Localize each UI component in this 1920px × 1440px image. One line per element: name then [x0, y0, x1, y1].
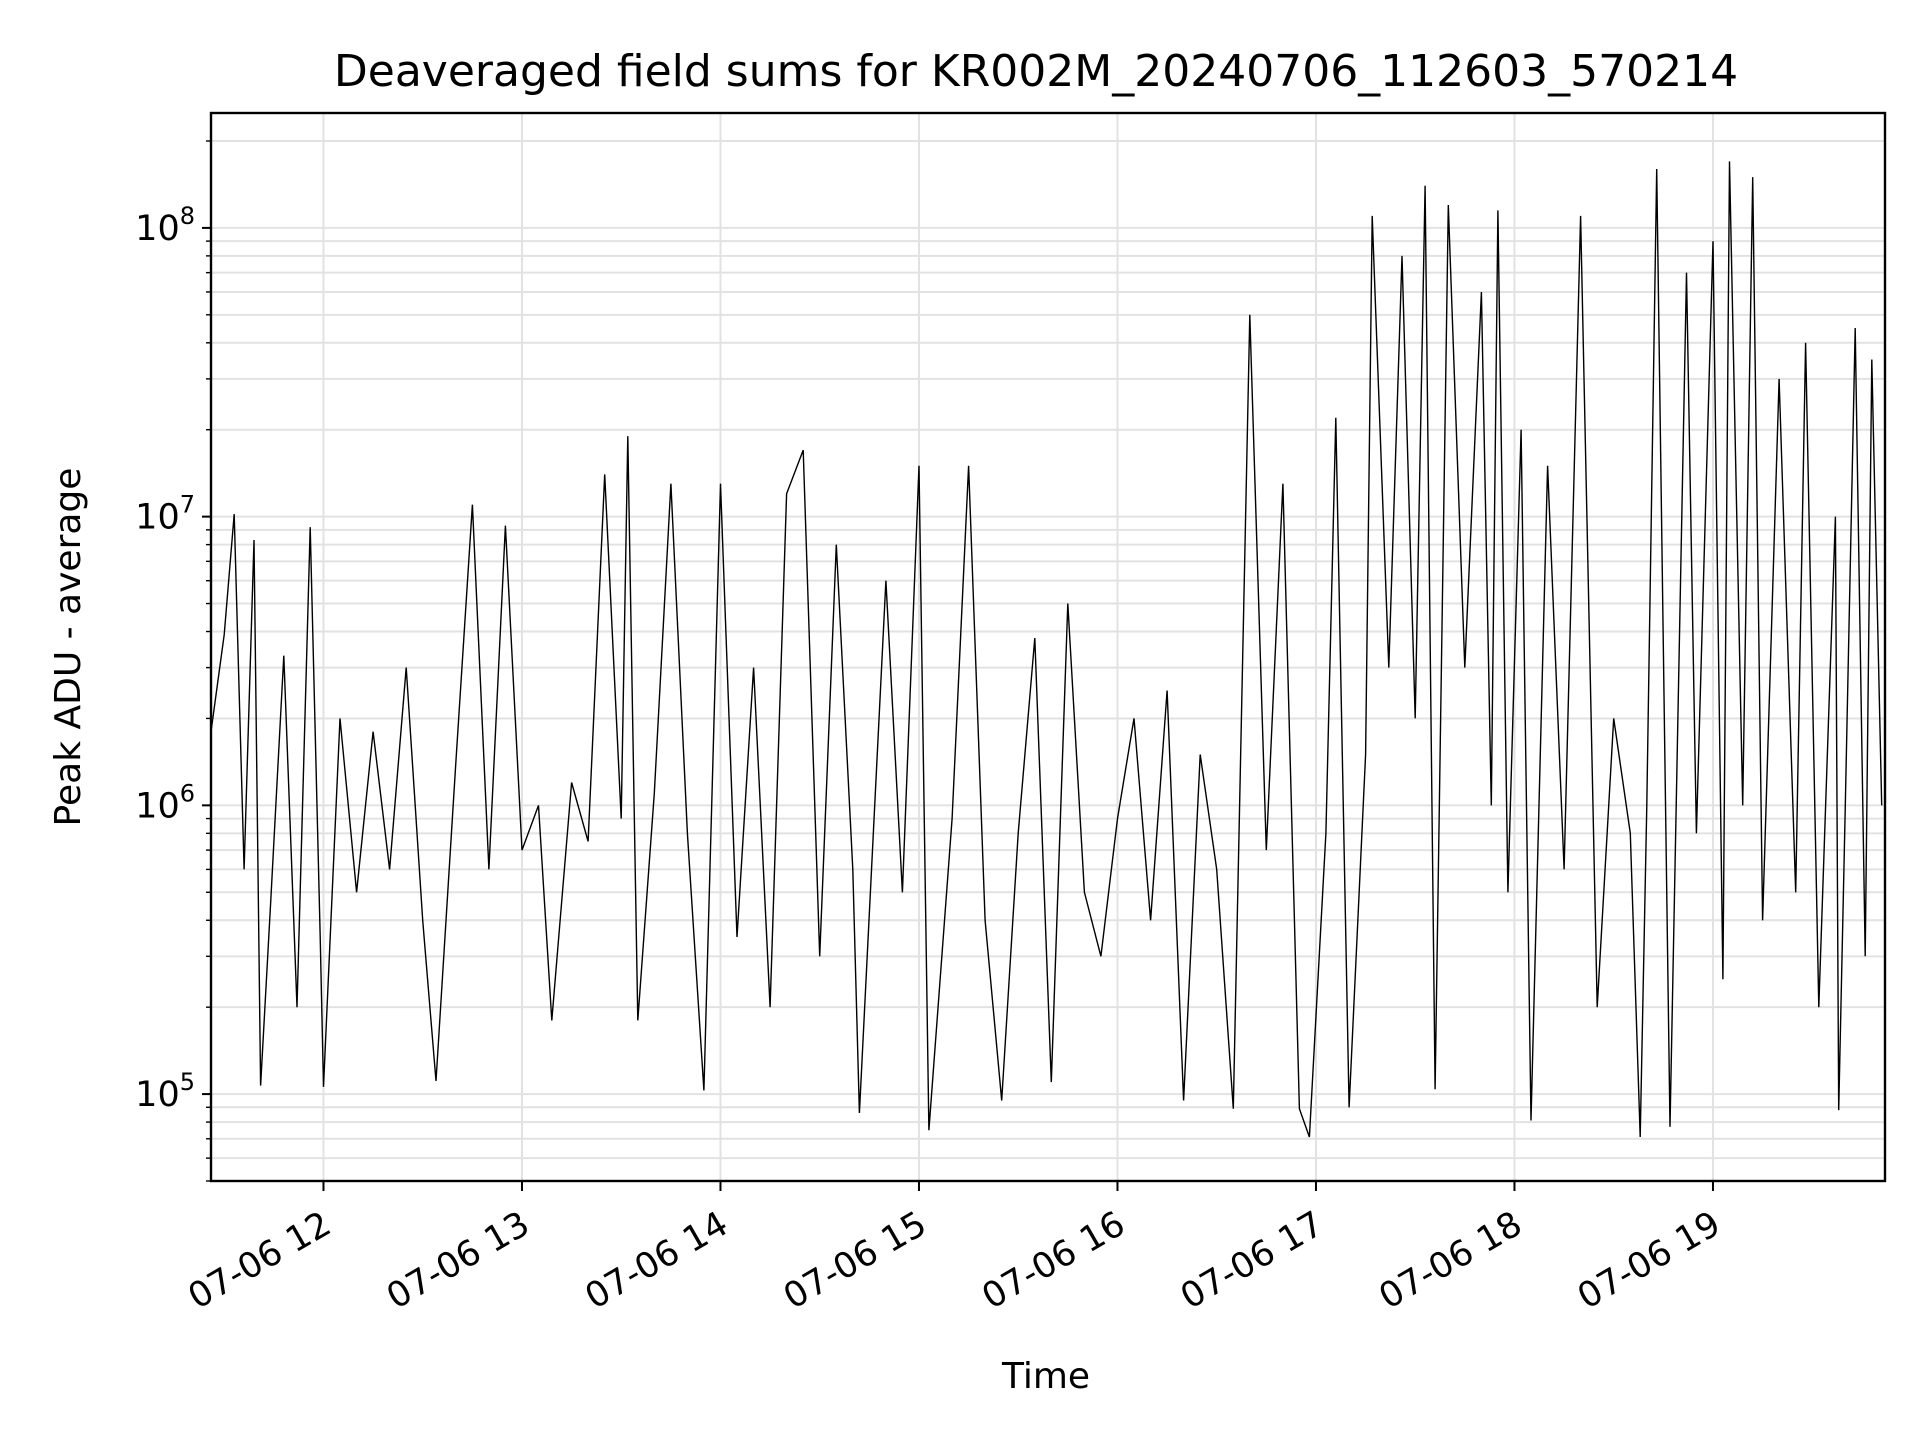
x-axis-label: Time	[1001, 1356, 1090, 1397]
series-line	[210, 161, 1883, 1138]
plot-frame	[209, 111, 1887, 1183]
series-layer	[210, 161, 1883, 1138]
y-tick-label: 105	[135, 1068, 195, 1115]
y-tick-label: 106	[135, 779, 195, 826]
y-tick-label: 108	[135, 202, 195, 249]
y-axis-label: Peak ADU - average	[48, 468, 89, 827]
chart-title: Deaveraged field sums for KR002M_2024070…	[334, 46, 1738, 97]
grid	[211, 113, 1885, 1182]
y-axis: 105 106 107 108	[135, 140, 211, 1182]
y-tick-label: 107	[135, 491, 195, 538]
